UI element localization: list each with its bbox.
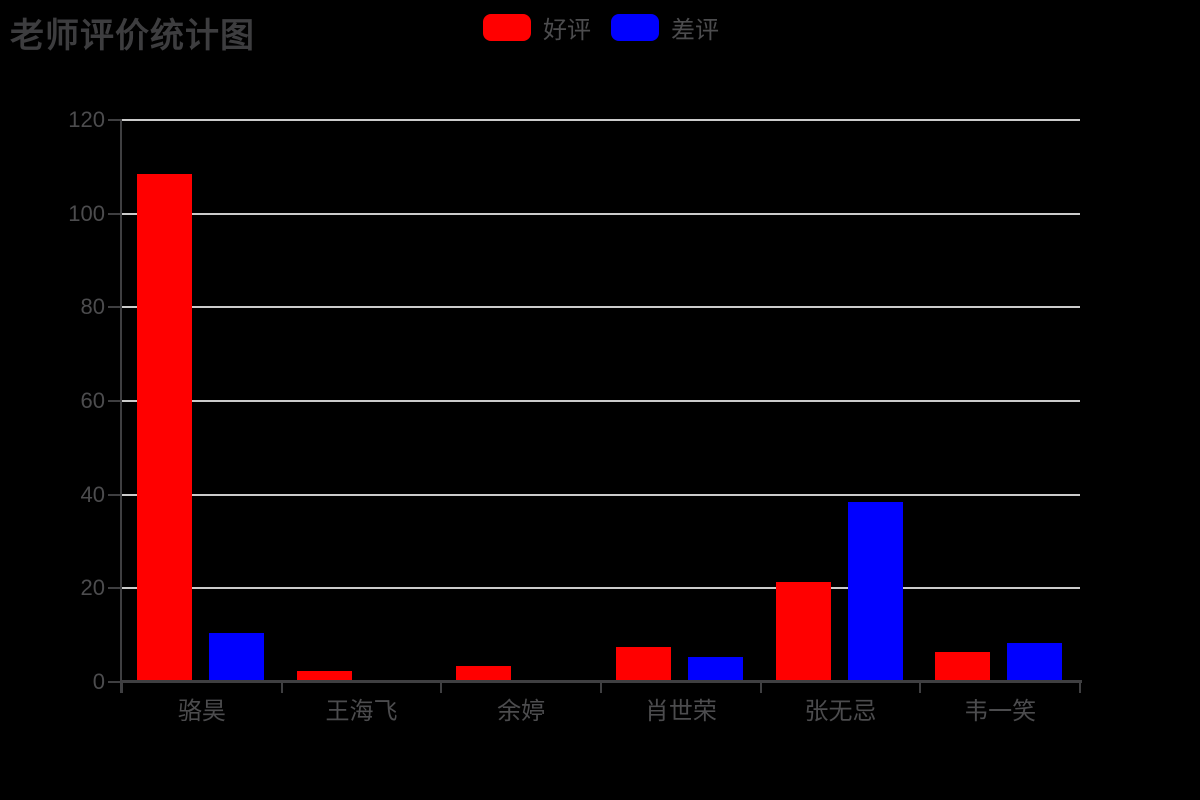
bar-positive-2 [296,670,352,680]
y-tick-40 [108,493,120,496]
gridline-100 [122,212,1080,215]
y-axis-line [120,119,122,693]
y-tick-60 [108,400,120,402]
bar-negative-1 [208,633,264,680]
x-tick-5 [919,681,922,693]
bar-positive-3 [456,665,512,680]
y-tick-label-100: 100 [68,200,105,226]
legend: 好评 差评 [483,10,719,45]
legend-label-negative: 差评 [671,17,719,44]
y-tick-0 [108,681,120,683]
y-tick-100 [108,212,120,215]
y-tick-label-80: 80 [80,294,105,320]
legend-swatch-positive-icon [483,14,531,41]
legend-item-positive: 好评 [483,10,591,45]
x-tick-1 [280,681,283,693]
y-tick-label-20: 20 [80,575,105,601]
y-tick-120 [108,119,120,121]
y-tick-label-60: 60 [80,388,105,413]
x-tick-label-2: 王海飞 [325,698,398,725]
bar-negative-4 [687,656,743,680]
x-tick-6 [1079,681,1081,693]
x-tick-3 [600,681,602,693]
bar-positive-6 [935,651,991,680]
gridline-60 [122,400,1080,402]
x-tick-label-3: 余婷 [497,698,546,725]
x-tick-label-6: 韦一笑 [964,698,1037,725]
y-tick-label-120: 120 [68,107,105,132]
y-tick-80 [108,306,120,309]
x-tick-label-1: 骆昊 [177,698,226,725]
x-tick-4 [759,681,762,693]
bar-negative-6 [1007,642,1063,680]
gridline-120 [122,119,1080,121]
bar-positive-1 [136,174,192,680]
x-tick-2 [440,681,443,693]
y-tick-label-40: 40 [80,481,105,507]
x-tick-0 [121,681,123,693]
page-title: 老师评价统计图 [10,17,255,55]
legend-swatch-negative-icon [611,14,659,41]
bar-positive-5 [775,581,831,680]
gridline-40 [122,493,1080,496]
y-tick-20 [108,587,120,590]
x-tick-label-4: 肖世荣 [644,698,717,725]
gridline-20 [122,587,1080,590]
bar-positive-4 [615,647,671,680]
x-tick-label-5: 张无忌 [804,698,877,725]
legend-label-positive: 好评 [543,17,591,44]
legend-item-negative: 差评 [611,10,719,45]
plot-area: 0 20 40 60 80 100 120 骆昊 王海飞 余婷 肖世荣 张无忌 韦一笑 [68,107,1082,725]
y-tick-label-0: 0 [92,669,105,694]
gridline-80 [122,306,1080,309]
bar-negative-5 [847,502,903,680]
